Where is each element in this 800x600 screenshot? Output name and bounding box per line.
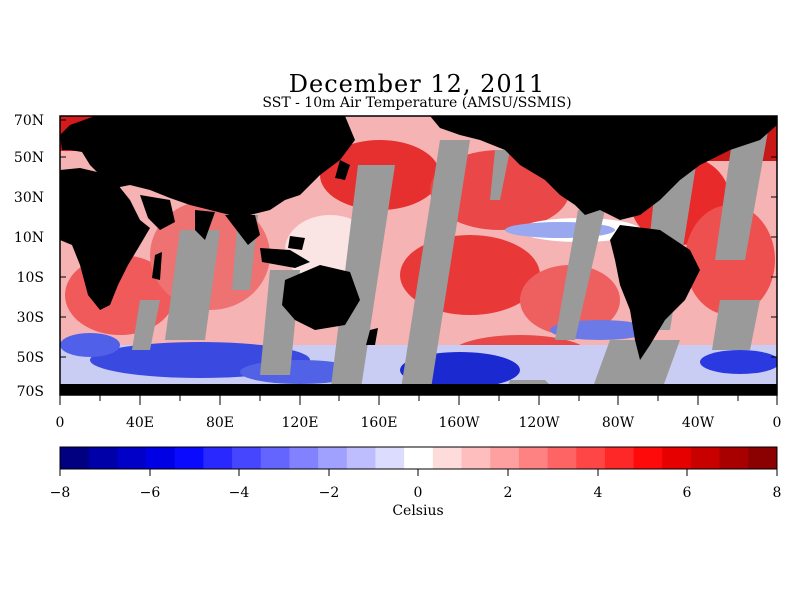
colorbar-swatch (461, 447, 491, 469)
colorbar-swatch (576, 447, 606, 469)
lat-label: 30N (14, 190, 44, 206)
lon-label: 40W (682, 415, 715, 431)
colorbar-tick: 4 (594, 485, 603, 501)
colorbar-swatch (203, 447, 233, 469)
colorbar-tick-labels: −8 −6 −4 −2 0 2 4 6 8 (50, 485, 782, 501)
colorbar-swatch (432, 447, 463, 469)
colorbar-swatch (88, 447, 118, 469)
colorbar-swatch (690, 447, 721, 469)
lat-label: 70S (17, 384, 44, 400)
lat-label: 30S (17, 310, 44, 326)
colorbar-ticks (59, 469, 778, 476)
colorbar-swatch (60, 447, 90, 469)
colorbar-swatch (633, 447, 663, 469)
colorbar-tick: −8 (50, 485, 71, 501)
colorbar-tick: −4 (229, 485, 250, 501)
land (60, 116, 777, 395)
colorbar-swatch (146, 447, 176, 469)
colorbar-swatch (719, 447, 749, 469)
colorbar-swatch (518, 447, 549, 469)
colorbar-swatch (117, 447, 147, 469)
latitude-ticks (60, 119, 777, 358)
colorbar-label: Celsius (392, 503, 443, 519)
lat-label: 70N (14, 113, 44, 129)
lat-label: 50S (17, 350, 44, 366)
colorbar-swatch (318, 447, 348, 469)
lat-label: 50N (14, 150, 44, 166)
colorbar-tick: 8 (773, 485, 782, 501)
lon-label: 0 (56, 415, 65, 431)
lat-label: 10S (17, 270, 44, 286)
colorbar-tick: −2 (319, 485, 340, 501)
lon-label: 120E (282, 415, 319, 431)
colorbar-swatch (490, 447, 520, 469)
map-subtitle: SST - 10m Air Temperature (AMSU/SSMIS) (262, 95, 572, 111)
lon-label: 160W (438, 415, 480, 431)
colorbar-swatch (404, 447, 434, 469)
longitude-ticks (59, 395, 778, 405)
colorbar-swatch (232, 447, 262, 469)
colorbar-swatch (375, 447, 405, 469)
map-title: December 12, 2011 (288, 70, 546, 98)
lon-label: 160E (361, 415, 398, 431)
lon-label: 80W (602, 415, 635, 431)
lon-label: 80E (206, 415, 234, 431)
colorbar-tick: 6 (683, 485, 692, 501)
colorbar-swatch (662, 447, 692, 469)
longitude-labels: 0 40E 80E 120E 160E 160W 120W 80W 40W 0 (56, 415, 782, 431)
lon-label: 120W (518, 415, 560, 431)
colorbar-tick: 0 (414, 485, 423, 501)
lon-label: 40E (126, 415, 154, 431)
colorbar-swatch (174, 447, 204, 469)
sst-anomaly-field (60, 116, 777, 395)
colorbar (60, 447, 778, 469)
colorbar-tick: 2 (504, 485, 513, 501)
colorbar-swatch (260, 447, 290, 469)
colorbar-swatch (547, 447, 577, 469)
colorbar-swatch (604, 447, 635, 469)
colorbar-swatch (748, 447, 778, 469)
lat-label: 10N (14, 230, 44, 246)
lon-label: 0 (773, 415, 782, 431)
latitude-labels: 70N 50N 30N 10N 10S 30S 50S 70S (14, 113, 44, 400)
colorbar-swatch (289, 447, 319, 469)
colorbar-swatch (346, 447, 376, 469)
colorbar-tick: −6 (140, 485, 161, 501)
